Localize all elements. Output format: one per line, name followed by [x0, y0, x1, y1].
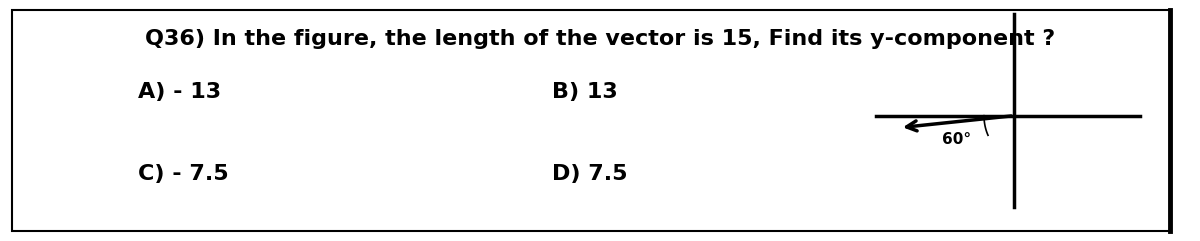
Text: A) - 13: A) - 13	[138, 82, 221, 101]
Text: Ahmad: Ahmad	[182, 53, 658, 241]
FancyBboxPatch shape	[12, 10, 1170, 231]
Text: D) 7.5: D) 7.5	[552, 164, 628, 183]
Text: Q36) In the figure, the length of the vector is 15, Find its y-component ?: Q36) In the figure, the length of the ve…	[145, 29, 1055, 49]
Text: 60°: 60°	[942, 132, 971, 147]
Text: B) 13: B) 13	[552, 82, 618, 101]
Text: C) - 7.5: C) - 7.5	[138, 164, 229, 183]
